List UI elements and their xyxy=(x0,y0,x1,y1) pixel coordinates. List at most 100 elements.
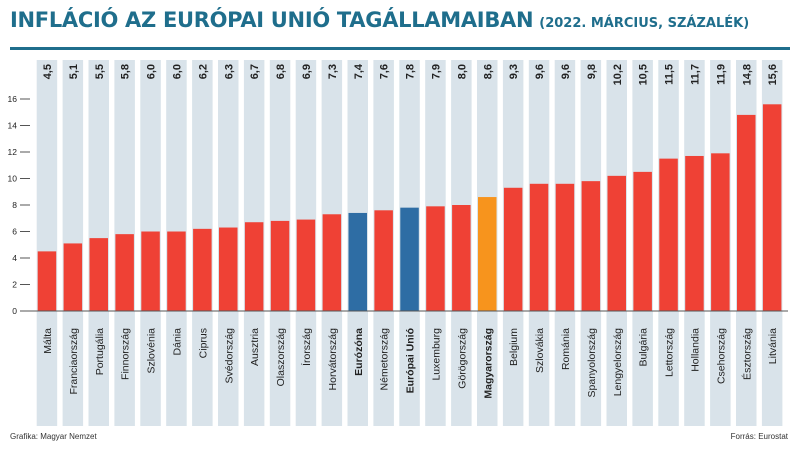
category-label: Ausztria xyxy=(249,328,261,366)
data-label: 8,6 xyxy=(482,64,494,79)
y-tick-label: 12 xyxy=(8,147,18,157)
category-label: Horvátország xyxy=(327,328,339,391)
category-label: Ciprus xyxy=(197,328,209,358)
y-tick-label: 8 xyxy=(12,200,17,210)
category-label: Portugália xyxy=(94,328,106,375)
data-label: 5,5 xyxy=(94,64,106,79)
column-band xyxy=(62,60,84,426)
data-label: 11,7 xyxy=(689,64,701,85)
data-label: 6,0 xyxy=(171,64,183,79)
bar-chart: 0 2 4 6 8 10 12 14 16 4,5 Málta 5,1 Franciaország 5,5… xyxy=(8,60,788,426)
credit-text: Grafika: Magyar Nemzet xyxy=(10,432,97,441)
data-label: 11,9 xyxy=(715,64,727,85)
data-label: 4,5 xyxy=(42,64,54,79)
bar xyxy=(63,243,83,311)
bar xyxy=(529,183,549,311)
bar xyxy=(37,251,57,311)
data-label: 9,6 xyxy=(534,64,546,79)
bar xyxy=(633,171,652,311)
bar xyxy=(296,219,316,311)
data-label: 6,3 xyxy=(223,64,235,79)
column-band xyxy=(36,60,58,426)
bar xyxy=(374,210,393,311)
data-label: 9,6 xyxy=(560,64,572,79)
category-label: Olaszország xyxy=(275,328,287,387)
bar xyxy=(193,228,212,311)
chart-subtitle: (2022. MÁRCIUS, SZÁZALÉK) xyxy=(539,16,750,31)
data-label: 9,3 xyxy=(508,64,520,79)
data-label: 11,5 xyxy=(664,64,676,85)
bar xyxy=(478,197,497,311)
bar xyxy=(322,214,342,311)
bar xyxy=(581,181,601,311)
category-label: Észtország xyxy=(740,328,753,380)
data-label: 10,2 xyxy=(612,64,624,85)
category-label: Eurózóna xyxy=(353,328,365,376)
bar xyxy=(607,175,626,311)
category-label: Európai Unió xyxy=(405,328,417,393)
data-label: 6,8 xyxy=(275,64,287,79)
category-label: Lettország xyxy=(664,328,676,377)
category-label: Dánia xyxy=(171,328,183,356)
data-label: 6,9 xyxy=(301,64,313,79)
bar xyxy=(348,212,367,311)
category-label: Románia xyxy=(560,328,572,370)
data-label: 5,8 xyxy=(120,64,132,79)
category-label: Hollandia xyxy=(689,328,701,372)
y-tick-label: 6 xyxy=(12,227,17,237)
chart-title: INFLÁCIÓ AZ EURÓPAI UNIÓ TAGÁLLAMAIBAN xyxy=(10,8,534,32)
data-label: 10,5 xyxy=(638,64,650,85)
data-label: 9,8 xyxy=(586,64,598,79)
category-label: Magyarország xyxy=(482,328,494,399)
category-label: Írország xyxy=(300,328,313,366)
bar xyxy=(711,153,730,311)
category-label: Franciaország xyxy=(68,328,80,395)
category-label: Spanyolország xyxy=(586,328,598,398)
y-tick-label: 16 xyxy=(8,94,18,104)
category-label: Lengyelország xyxy=(612,328,624,396)
source-text: Forrás: Eurostat xyxy=(730,432,788,441)
data-label: 14,8 xyxy=(741,64,753,85)
data-label: 6,2 xyxy=(197,64,209,79)
category-label: Málta xyxy=(42,328,54,354)
bar xyxy=(167,231,186,311)
category-label: Görögország xyxy=(456,328,468,389)
chart-title-block: INFLÁCIÓ AZ EURÓPAI UNIÓ TAGÁLLAMAIBAN (… xyxy=(10,8,749,44)
data-label: 6,7 xyxy=(249,64,261,79)
data-label: 5,1 xyxy=(68,64,80,79)
y-tick-label: 0 xyxy=(12,306,17,316)
category-label: Szlovénia xyxy=(146,328,158,374)
bar xyxy=(555,183,575,311)
category-label: Svédország xyxy=(223,328,235,384)
category-label: Csehország xyxy=(715,328,727,384)
y-tick-label: 10 xyxy=(8,174,18,184)
y-tick-label: 14 xyxy=(8,121,18,131)
bar xyxy=(400,207,419,311)
data-label: 7,6 xyxy=(379,64,391,79)
y-tick-label: 4 xyxy=(12,253,17,263)
bar xyxy=(244,222,264,311)
category-label: Németország xyxy=(379,328,391,391)
bar xyxy=(89,238,108,311)
data-label: 15,6 xyxy=(767,64,779,85)
data-label: 7,4 xyxy=(353,63,365,79)
bar xyxy=(762,104,782,311)
data-label: 6,0 xyxy=(146,64,158,79)
y-tick-label: 2 xyxy=(12,280,17,290)
category-label: Litvánia xyxy=(767,328,779,364)
bar xyxy=(503,187,523,311)
bar xyxy=(737,114,756,312)
category-label: Bulgária xyxy=(638,328,650,367)
bar xyxy=(426,206,445,311)
bar xyxy=(685,155,704,311)
bar xyxy=(659,158,678,311)
category-label: Szlovákia xyxy=(534,328,546,373)
category-label: Luxemburg xyxy=(430,328,442,381)
title-rule xyxy=(10,47,790,50)
bar xyxy=(141,231,160,311)
bar xyxy=(270,220,290,311)
data-label: 7,3 xyxy=(327,64,339,79)
bar xyxy=(115,234,134,311)
data-label: 8,0 xyxy=(456,64,468,79)
data-label: 7,9 xyxy=(430,64,442,79)
